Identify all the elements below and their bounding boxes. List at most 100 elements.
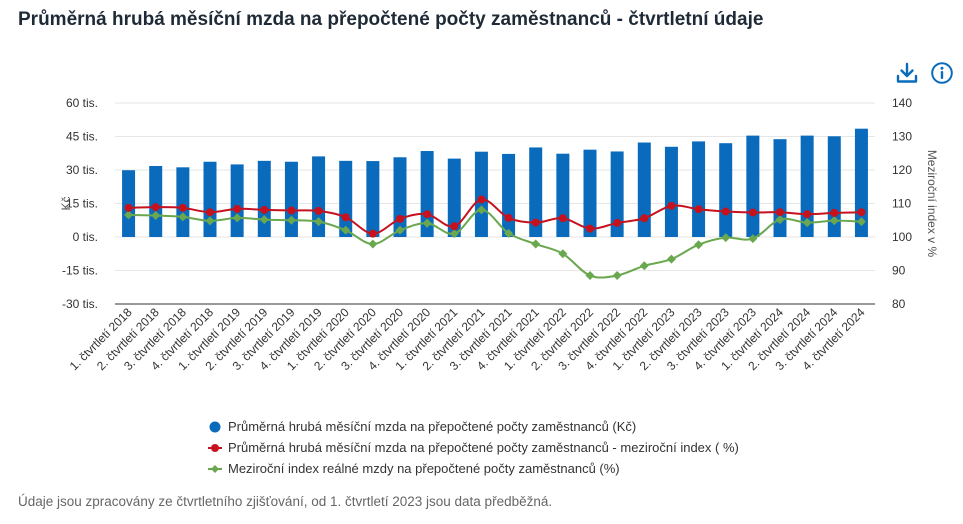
wage-index-point [477,195,486,204]
bar [176,167,190,237]
wage-index-point [368,229,377,238]
bar [284,161,298,237]
real-wage-index-point [449,229,459,239]
wage-index-line [128,198,862,235]
real-wage-index-point [829,216,839,226]
legend-label-real-wage-index: Meziroční index reálné mzdy na přepočten… [228,461,620,476]
y-left-tick-label: -15 tis. [62,264,98,278]
wage-index-point [531,218,540,227]
wage-index-point [233,204,242,213]
download-icon [896,62,918,83]
real-wage-index-point [585,271,595,281]
wage-index-point [721,207,730,216]
real-wage-index-point [504,228,514,238]
real-wage-index-point [422,218,432,228]
real-wage-index-point [612,271,622,281]
legend-item-wage-index[interactable]: Průměrná hrubá měsíční mzda na přepočten… [208,437,739,458]
legend-line-diamond-symbol [208,463,222,475]
chart-title: Průměrná hrubá měsíční mzda na přepočten… [18,9,764,30]
info-icon [931,62,953,84]
real-wage-index-point [666,254,676,264]
y-left-tick-label: 15 tis. [66,197,98,211]
wage-index-point [450,222,459,231]
real-wage-index-point [124,210,134,220]
bar [719,143,733,237]
chart-legend: Průměrná hrubá měsíční mzda na přepočten… [208,416,739,479]
wage-index-point [314,206,323,215]
bar [556,153,570,237]
wage-index-point [287,206,296,215]
legend-item-real-wage-index[interactable]: Meziroční index reálné mzdy na přepočten… [208,458,739,479]
y-right-tick-label: 130 [892,130,912,144]
wage-index-point [667,201,676,210]
real-wage-index-point [395,225,405,235]
real-wage-index-point [151,211,161,221]
real-wage-index-point [259,215,269,225]
bar [800,135,814,237]
chart-area: 60 tis. 45 tis. 30 tis. 15 tis. 0 tis. -15 ti… [59,96,939,373]
y-right-tick-label: 120 [892,163,912,177]
wage-index-point [694,205,703,214]
legend-item-wage[interactable]: Průměrná hrubá měsíční mzda na přepočten… [208,416,739,437]
y-left-tick-label: 60 tis. [66,96,98,110]
wage-index-point [748,208,757,217]
real-wage-index-point [286,215,296,225]
wage-index-point [558,214,567,223]
wage-index-point [396,214,404,223]
wage-index-point [613,218,622,227]
wage-index-point [504,213,513,222]
bar [692,141,706,237]
wage-index-point [178,203,187,212]
y-left-tick-label: 45 tis. [66,130,98,144]
wage-index-point [586,224,594,233]
real-wage-index-point [476,205,486,215]
legend-circle-symbol [208,421,222,433]
bar [746,135,760,237]
info-button[interactable] [930,61,954,85]
real-wage-index-point [775,215,785,225]
bar [339,160,353,237]
legend-line-circle-symbol [208,442,222,454]
bar [312,156,326,237]
wage-index-point [341,213,350,222]
bar [122,170,136,237]
real-wage-index-point [314,217,324,227]
y-right-tick-label: 100 [892,230,912,244]
legend-label-wage: Průměrná hrubá měsíční mzda na přepočten… [228,419,637,434]
real-wage-index-point [694,240,704,250]
real-wage-index-point [639,261,649,271]
bar [583,149,597,237]
wage-index-point [857,208,866,217]
footer-note: Údaje jsou zpracovány ze čtvrtletního zj… [18,494,553,509]
y-right-tick-label: 110 [892,197,911,211]
real-wage-index-point [856,217,866,227]
real-wage-index-point [721,233,731,243]
real-wage-index-point [531,239,541,249]
real-wage-index-point [368,239,378,249]
bar [610,151,624,237]
y-right-tick-label: 140 [892,96,912,110]
y-right-tick-label: 80 [892,297,906,311]
wage-index-point [803,210,812,219]
bar [366,161,380,237]
y-left-tick-label: 0 tis. [73,230,98,244]
bar [502,153,516,237]
bar [257,160,271,237]
wage-index-point [776,208,784,217]
bar [529,147,543,237]
real-wage-index-point [748,234,758,244]
bar [149,165,163,237]
real-wage-index-point [178,212,188,222]
y-left-tick-label: -30 tis. [62,297,98,311]
bar [203,161,217,237]
bar [393,157,407,237]
wage-index-point [423,210,432,219]
wage-index-point [260,205,269,214]
y-right-axis-title: Meziroční index v % [925,150,939,258]
wage-index-point [640,214,649,223]
bar [447,158,461,237]
bar [230,164,244,237]
download-button[interactable] [895,61,919,85]
real-wage-index-point [341,225,351,235]
y-right-tick-label: 90 [892,264,906,278]
